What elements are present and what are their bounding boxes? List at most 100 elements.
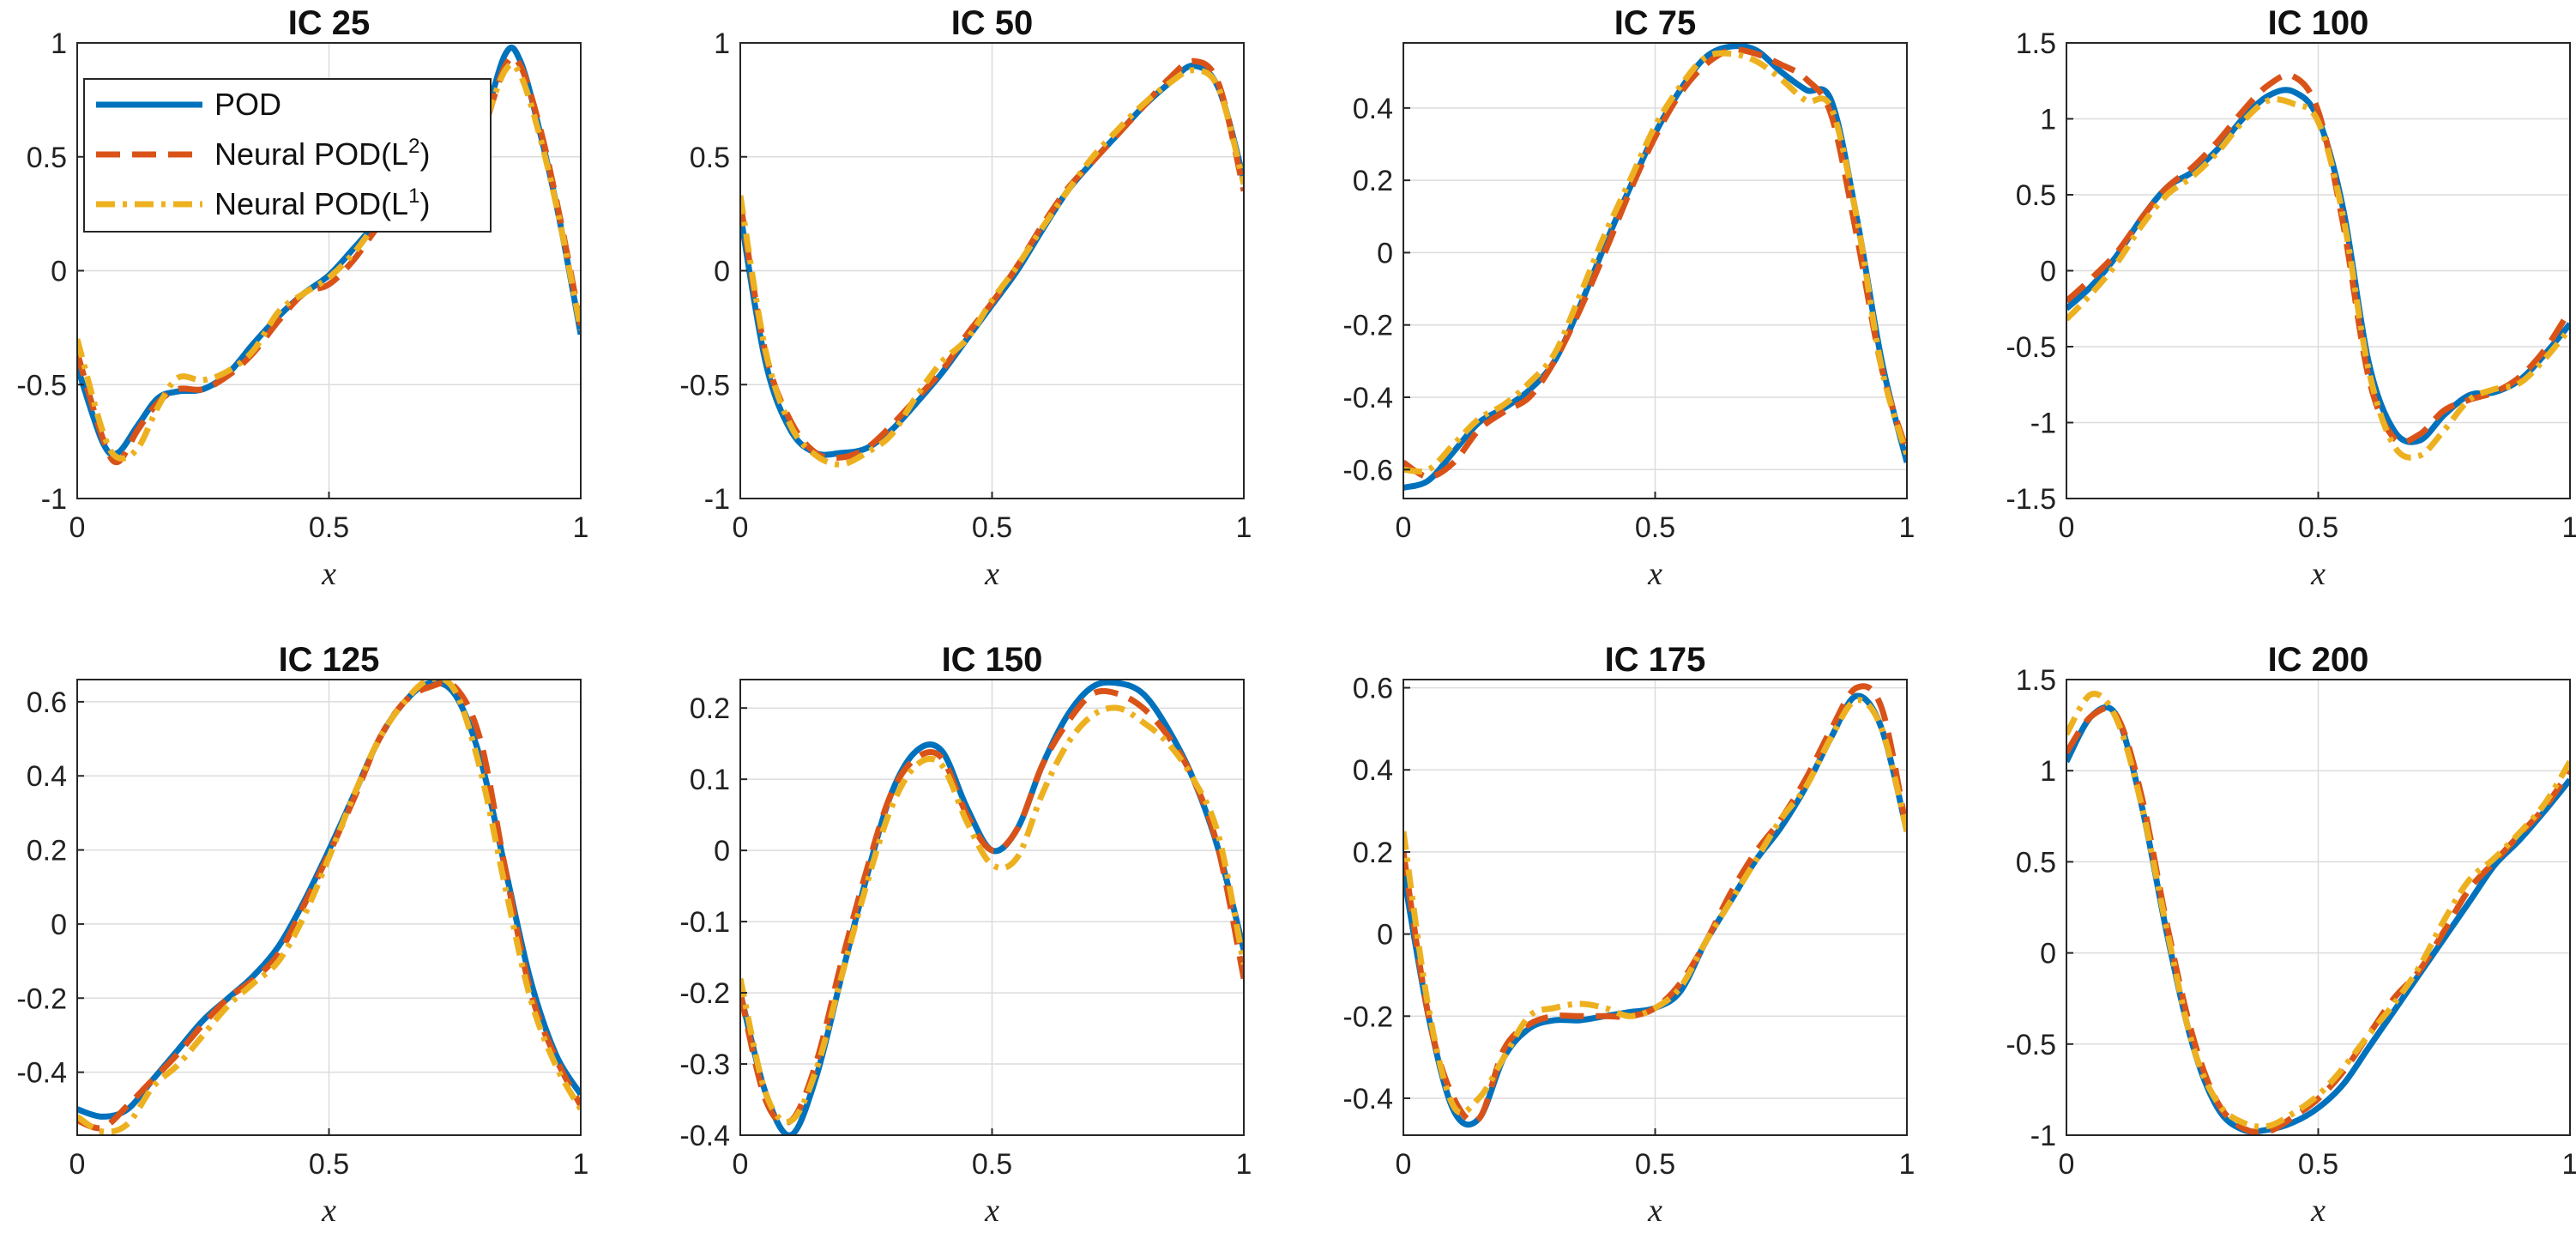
x-tick-label: 1 — [1236, 511, 1252, 544]
y-tick-label: 0.4 — [1353, 754, 1393, 787]
legend-label-text: Neural POD(L — [214, 136, 408, 172]
series-line-l2 — [77, 54, 581, 466]
x-axis-label: x — [2310, 556, 2326, 592]
y-tick-label: -0.6 — [1342, 454, 1393, 487]
y-tick-label: 0.2 — [1353, 837, 1393, 869]
y-tick-label: -0.4 — [1342, 1083, 1393, 1115]
legend-label: Neural POD(L2) — [214, 135, 430, 172]
y-tick-label: -1.5 — [2006, 483, 2056, 516]
y-tick-label: 1 — [714, 27, 730, 60]
y-tick-label: -0.1 — [679, 906, 730, 939]
x-axis-label: x — [321, 556, 336, 592]
x-tick-label: 0 — [69, 1148, 86, 1181]
y-tick-label: 0.2 — [1353, 165, 1393, 197]
series-line-l1 — [2066, 691, 2570, 1130]
series-line-l2 — [1403, 683, 1907, 1125]
x-tick-label: 0 — [2059, 511, 2075, 544]
x-axis-label: x — [2310, 1193, 2326, 1229]
y-tick-label: 0 — [714, 835, 730, 867]
legend-superscript: 1 — [408, 184, 419, 208]
y-tick-label: 0 — [1377, 237, 1393, 269]
y-tick-label: 0.4 — [27, 760, 67, 793]
y-tick-label: -1 — [2030, 1120, 2056, 1152]
x-tick-label: 1 — [573, 1148, 589, 1181]
panel-8: 0 0.5 1 -1 -0.5 0 0.5 1 1.5 IC 200 x — [2006, 641, 2576, 1229]
chart-title: IC 100 — [2268, 4, 2369, 42]
panel-3: 0 0.5 1 -0.6 -0.4 -0.2 0 0.2 0.4 IC 75 x — [1342, 4, 1915, 592]
y-tick-label: 0.5 — [2016, 179, 2056, 212]
series-line-l2 — [2066, 705, 2570, 1135]
panel-1: 0 0.5 1 -1 -0.5 0 0.5 1 IC 25 x — [16, 4, 588, 592]
y-tick-label: 0.6 — [1353, 673, 1393, 705]
series-line-l2 — [740, 57, 1244, 462]
y-tick-label: -0.4 — [1342, 382, 1393, 414]
legend-label: Neural POD(L1) — [214, 184, 430, 221]
legend-label-text: Neural POD(L — [214, 186, 408, 221]
y-tick-label: 0.2 — [27, 835, 67, 867]
series-line-l1 — [77, 61, 581, 462]
series-line-l1 — [2066, 96, 2570, 461]
y-tick-label: 1 — [51, 27, 67, 60]
series-line-l2 — [2066, 72, 2570, 445]
series-line-l2 — [740, 687, 1244, 1127]
series-line-l1 — [77, 680, 581, 1135]
x-tick-label: 1 — [1236, 1148, 1252, 1181]
series-line-l2 — [77, 680, 581, 1132]
y-tick-label: 0.2 — [690, 692, 730, 725]
y-tick-label: 1.5 — [2016, 27, 2056, 60]
y-tick-label: -0.5 — [16, 369, 67, 402]
chart-title: IC 50 — [951, 4, 1034, 42]
y-tick-label: -0.2 — [1342, 1000, 1393, 1033]
y-tick-label: 0.5 — [2016, 846, 2056, 879]
x-tick-label: 0 — [733, 1148, 749, 1181]
x-axis-label: x — [984, 556, 999, 592]
y-tick-label: -0.4 — [16, 1057, 67, 1090]
chart-title: IC 200 — [2268, 641, 2369, 679]
panel-5: 0 0.5 1 -0.4 -0.2 0 0.2 0.4 0.6 IC 125 x — [16, 641, 588, 1229]
x-tick-label: 0 — [2059, 1148, 2075, 1181]
legend-label-text: POD — [214, 87, 281, 122]
panel-7: 0 0.5 1 -0.4 -0.2 0 0.2 0.4 0.6 IC 175 x — [1342, 641, 1915, 1229]
x-tick-label: 1 — [1899, 511, 1915, 544]
series-line-l2 — [1403, 46, 1907, 481]
chart-title: IC 175 — [1605, 641, 1706, 679]
y-tick-label: -0.2 — [1342, 310, 1393, 342]
x-tick-label: 0.5 — [1635, 511, 1675, 544]
y-tick-label: -1 — [2030, 408, 2056, 440]
y-tick-label: -0.2 — [16, 982, 67, 1015]
x-axis-label: x — [984, 1193, 999, 1229]
x-tick-label: 0 — [1396, 511, 1412, 544]
x-tick-label: 0.5 — [972, 511, 1012, 544]
legend-label: POD — [214, 87, 281, 122]
x-axis-label: x — [321, 1193, 336, 1229]
legend-close-paren: ) — [419, 186, 430, 221]
panel-2: 0 0.5 1 -1 -0.5 0 0.5 1 IC 50 x — [679, 4, 1252, 592]
y-tick-label: 0.6 — [27, 686, 67, 719]
y-tick-label: -0.5 — [2006, 331, 2056, 364]
legend-superscript: 2 — [408, 135, 419, 158]
chart-title: IC 150 — [942, 641, 1043, 679]
y-tick-label: 0.5 — [690, 142, 730, 174]
y-tick-label: -0.3 — [679, 1049, 730, 1081]
x-tick-label: 1 — [1899, 1148, 1915, 1181]
x-axis-label: x — [1647, 556, 1662, 592]
y-tick-label: -0.5 — [2006, 1029, 2056, 1061]
x-tick-label: 0.5 — [2298, 511, 2338, 544]
panel-6: 0 0.5 1 -0.4 -0.3 -0.2 -0.1 0 0.1 0.2 IC 150 x — [679, 641, 1252, 1229]
y-tick-label: -0.2 — [679, 977, 730, 1010]
y-tick-label: -0.5 — [679, 369, 730, 402]
y-tick-label: -1 — [704, 483, 730, 516]
y-tick-label: -0.4 — [679, 1120, 730, 1152]
y-tick-label: 0 — [51, 909, 67, 941]
y-tick-label: 0 — [51, 256, 67, 288]
y-tick-label: 0.1 — [690, 764, 730, 796]
y-tick-label: 0 — [2040, 256, 2056, 288]
x-tick-label: 0 — [69, 511, 86, 544]
series-line-l1 — [1403, 50, 1907, 474]
panel-4: 0 0.5 1 -1.5 -1 -0.5 0 0.5 1 1.5 IC 100 x — [2006, 4, 2576, 592]
y-tick-label: 0.4 — [1353, 93, 1393, 125]
x-tick-label: 0.5 — [1635, 1148, 1675, 1181]
chart-title: IC 125 — [279, 641, 380, 679]
chart-title: IC 25 — [288, 4, 371, 42]
